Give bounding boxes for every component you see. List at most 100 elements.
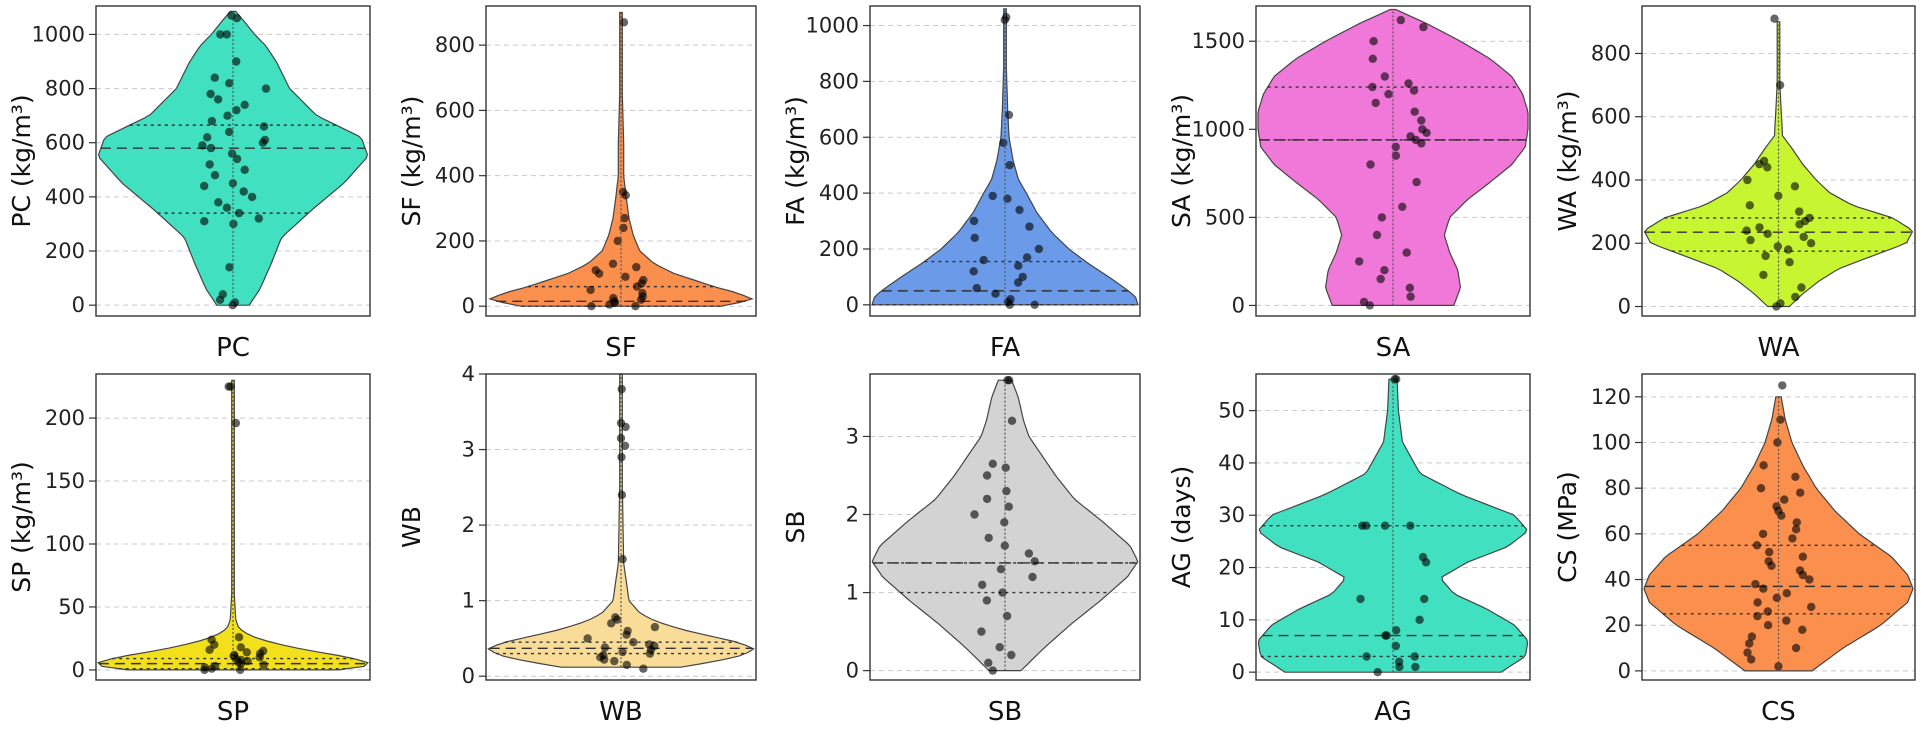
pc-point	[259, 122, 269, 131]
sf-point	[618, 187, 628, 197]
y-tick-label: 800	[819, 69, 859, 93]
sa-point	[1380, 266, 1389, 275]
fa-point	[1015, 205, 1024, 215]
wb-axes-frame	[485, 373, 757, 681]
sb-point	[996, 565, 1006, 574]
y-tick-label: 60	[1604, 522, 1631, 546]
y-tick-label: 600	[1591, 105, 1631, 129]
panel-wb: 0 1 2 3 4 WB WB	[397, 362, 757, 727]
ag-point	[1420, 594, 1429, 604]
wa-point	[1761, 251, 1770, 261]
cs-point	[1759, 584, 1768, 593]
y-tick-label: 10	[1218, 608, 1245, 632]
y-tick-label: 0	[1618, 659, 1631, 683]
panel-sf: 0 200 400 600 800 SF SF (kg/m³)	[397, 5, 757, 363]
sa-point	[1405, 283, 1415, 292]
y-tick-label: 200	[819, 237, 859, 261]
wa-point	[1774, 191, 1783, 200]
sa-point	[1419, 22, 1428, 32]
sb-point	[988, 459, 997, 468]
wa-point	[1805, 213, 1814, 223]
cs-point	[1782, 616, 1791, 625]
y-tick-label: 0	[72, 658, 85, 682]
ag-point	[1392, 626, 1401, 635]
fa-point	[1022, 253, 1032, 262]
pc-point	[225, 263, 234, 272]
pc-point	[222, 30, 231, 39]
cs-axes-frame	[1641, 373, 1916, 681]
wa-point	[1784, 245, 1793, 254]
y-tick-label: 3	[462, 438, 475, 462]
wa-point	[1773, 242, 1783, 251]
cs-point	[1805, 575, 1814, 584]
pc-point	[213, 95, 223, 104]
sb-point	[1000, 518, 1009, 527]
fa-point	[999, 138, 1008, 147]
sp-y-label: SP (kg/m³)	[7, 461, 36, 593]
sb-point	[1007, 416, 1017, 425]
ag-point	[1358, 521, 1367, 530]
sa-x-label: SA	[1376, 333, 1411, 363]
ag-y-label: AG (days)	[1167, 466, 1196, 589]
sa-point	[1417, 116, 1426, 125]
cs-point	[1782, 589, 1792, 598]
pc-point	[234, 208, 244, 218]
y-tick-label: 80	[1604, 476, 1631, 500]
cs-point	[1747, 632, 1757, 641]
wa-point	[1776, 299, 1785, 308]
sa-point	[1372, 230, 1382, 240]
fa-point	[988, 191, 997, 201]
ag-point	[1394, 657, 1404, 666]
pc-point	[227, 149, 237, 158]
wa-point	[1790, 182, 1800, 191]
wb-point	[617, 384, 626, 394]
sa-point	[1402, 248, 1411, 257]
pc-point	[210, 73, 219, 82]
sp-point	[210, 661, 220, 671]
pc-point	[247, 192, 257, 202]
sa-axes-frame	[1255, 5, 1531, 317]
pc-point	[206, 89, 215, 99]
sf-point	[608, 259, 618, 268]
ag-point	[1391, 641, 1401, 651]
sf-point	[638, 289, 647, 298]
fa-point	[970, 233, 979, 242]
sf-point	[620, 213, 629, 223]
pc-point	[254, 214, 263, 223]
y-tick-label: 0	[1232, 293, 1245, 317]
sf-point	[632, 262, 641, 272]
sp-axes-frame	[95, 373, 371, 681]
pc-point	[239, 187, 248, 196]
fa-point	[972, 283, 981, 293]
pc-point	[225, 127, 234, 137]
sa-point	[1391, 151, 1401, 160]
wb-point	[629, 638, 638, 647]
sb-point	[1007, 650, 1016, 660]
sf-point	[639, 275, 648, 285]
y-tick-label: 200	[1591, 231, 1631, 255]
cs-point	[1778, 381, 1787, 390]
sb-point	[1028, 572, 1037, 582]
y-tick-label: 4	[462, 362, 475, 386]
panel-fa: 0 200 400 600 800 1000 FA FA (kg/m³)	[781, 5, 1141, 363]
pc-x-label: PC	[216, 333, 250, 363]
cs-point	[1753, 598, 1762, 607]
sp-point	[200, 663, 209, 672]
y-tick-label: 200	[45, 406, 85, 430]
y-tick-label: 400	[435, 164, 475, 188]
fa-y-label: FA (kg/m³)	[781, 96, 810, 226]
sa-point	[1409, 86, 1419, 95]
sf-axes-frame	[485, 5, 757, 317]
cs-point	[1807, 602, 1816, 612]
sb-point	[982, 494, 992, 504]
cs-point	[1788, 534, 1797, 543]
pc-point	[214, 198, 223, 207]
cs-point	[1743, 648, 1752, 657]
cs-point	[1776, 415, 1785, 424]
pc-point	[261, 84, 271, 93]
wa-point	[1797, 283, 1806, 292]
pc-point	[198, 141, 207, 150]
y-tick-label: 50	[1218, 399, 1245, 423]
y-tick-label: 400	[45, 185, 85, 209]
sa-point	[1368, 82, 1377, 92]
